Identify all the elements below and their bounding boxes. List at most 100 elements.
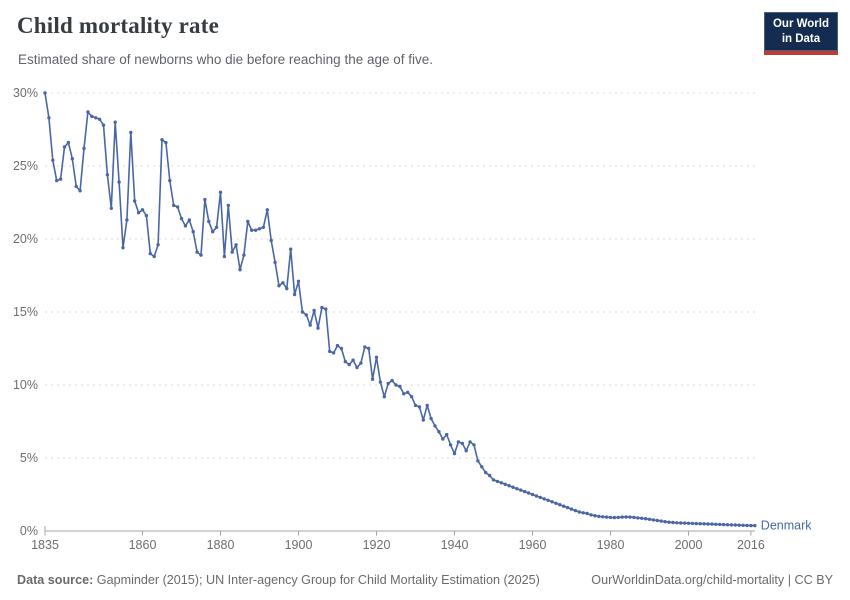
data-point[interactable]	[355, 365, 359, 370]
data-point[interactable]	[101, 123, 106, 127]
data-point[interactable]	[97, 117, 102, 122]
data-point[interactable]	[448, 443, 453, 447]
data-point[interactable]	[113, 120, 117, 124]
data-point[interactable]	[593, 514, 597, 518]
data-point[interactable]	[156, 243, 160, 247]
data-point[interactable]	[175, 205, 180, 209]
data-point[interactable]	[359, 361, 363, 365]
data-point[interactable]	[335, 343, 340, 348]
data-point[interactable]	[608, 515, 613, 520]
data-point[interactable]	[694, 521, 698, 526]
data-point[interactable]	[320, 305, 324, 310]
data-point[interactable]	[378, 380, 383, 384]
data-point[interactable]	[347, 362, 351, 367]
data-point[interactable]	[125, 218, 129, 222]
data-point[interactable]	[129, 130, 133, 135]
data-point[interactable]	[437, 430, 441, 434]
data-point[interactable]	[515, 487, 519, 491]
data-point[interactable]	[117, 180, 121, 184]
data-point[interactable]	[339, 346, 344, 351]
data-point[interactable]	[281, 281, 285, 285]
data-point[interactable]	[242, 253, 246, 257]
data-point[interactable]	[234, 243, 238, 247]
data-point[interactable]	[550, 500, 554, 504]
data-point[interactable]	[277, 284, 281, 288]
data-point[interactable]	[554, 501, 558, 505]
data-point[interactable]	[421, 418, 425, 422]
data-point[interactable]	[164, 140, 168, 145]
data-point[interactable]	[172, 203, 176, 208]
data-point[interactable]	[425, 403, 429, 408]
data-point[interactable]	[753, 523, 757, 528]
data-point[interactable]	[737, 523, 741, 527]
data-point[interactable]	[363, 345, 367, 349]
data-point[interactable]	[651, 518, 656, 522]
data-point[interactable]	[476, 459, 480, 463]
data-point[interactable]	[702, 522, 706, 526]
data-point[interactable]	[628, 515, 632, 519]
data-point[interactable]	[86, 110, 90, 114]
data-point[interactable]	[698, 522, 702, 526]
data-point[interactable]	[398, 384, 402, 389]
data-point[interactable]	[218, 190, 223, 194]
data-point[interactable]	[749, 523, 753, 528]
data-point[interactable]	[289, 247, 293, 251]
data-point[interactable]	[82, 146, 86, 151]
data-point[interactable]	[569, 507, 574, 511]
data-point[interactable]	[523, 489, 527, 494]
data-point[interactable]	[226, 203, 230, 208]
data-point[interactable]	[285, 286, 289, 291]
data-point[interactable]	[179, 216, 184, 221]
data-point[interactable]	[168, 178, 172, 183]
data-point[interactable]	[109, 206, 114, 210]
data-point[interactable]	[686, 521, 691, 525]
data-point[interactable]	[195, 250, 199, 254]
data-point[interactable]	[55, 178, 59, 183]
data-point[interactable]	[511, 485, 515, 489]
data-point[interactable]	[546, 498, 550, 502]
data-point[interactable]	[296, 279, 301, 283]
data-point[interactable]	[250, 228, 254, 232]
data-point[interactable]	[222, 254, 227, 259]
data-point[interactable]	[328, 349, 332, 354]
data-point[interactable]	[663, 520, 667, 524]
data-point[interactable]	[70, 157, 75, 161]
data-point[interactable]	[585, 511, 589, 516]
data-point[interactable]	[491, 478, 496, 482]
data-point[interactable]	[273, 260, 277, 265]
data-point[interactable]	[601, 515, 605, 519]
data-point[interactable]	[725, 523, 730, 527]
data-point[interactable]	[133, 199, 137, 203]
data-point[interactable]	[452, 451, 457, 456]
data-point[interactable]	[620, 515, 624, 519]
data-point[interactable]	[616, 515, 620, 520]
data-point[interactable]	[604, 515, 609, 519]
data-point[interactable]	[429, 416, 433, 421]
data-point[interactable]	[636, 516, 640, 520]
data-point[interactable]	[714, 522, 718, 526]
data-point[interactable]	[433, 424, 437, 428]
data-point[interactable]	[413, 403, 418, 408]
data-point[interactable]	[690, 521, 695, 526]
data-point[interactable]	[94, 116, 98, 120]
data-point[interactable]	[721, 522, 726, 527]
data-point[interactable]	[136, 211, 141, 215]
data-point[interactable]	[316, 326, 320, 330]
data-point[interactable]	[562, 504, 566, 508]
data-point[interactable]	[499, 481, 503, 485]
data-point[interactable]	[577, 510, 581, 514]
data-point[interactable]	[472, 443, 476, 447]
data-point[interactable]	[374, 355, 379, 359]
series-end-label-denmark[interactable]: Denmark	[761, 519, 812, 533]
data-point[interactable]	[538, 495, 542, 500]
data-point[interactable]	[269, 238, 273, 243]
data-point[interactable]	[238, 268, 242, 272]
data-point[interactable]	[230, 250, 234, 254]
data-point[interactable]	[62, 145, 67, 149]
data-series-denmark[interactable]: Denmark	[43, 91, 812, 533]
data-point[interactable]	[78, 189, 82, 193]
data-point[interactable]	[624, 515, 628, 519]
data-point[interactable]	[304, 313, 308, 317]
data-point[interactable]	[343, 359, 347, 364]
data-point[interactable]	[456, 440, 461, 444]
